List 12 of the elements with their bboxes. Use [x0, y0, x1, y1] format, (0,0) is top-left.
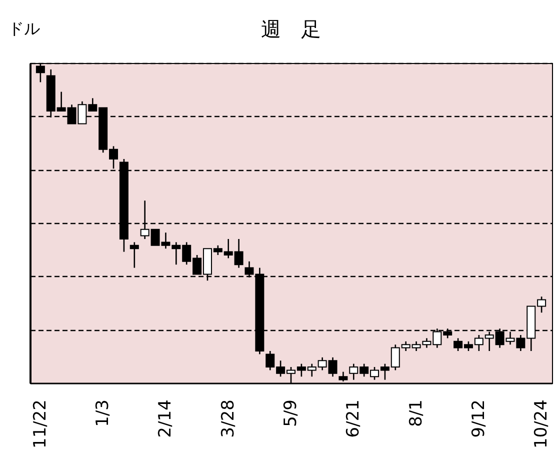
chart-title: 週 足 — [261, 17, 321, 41]
x-tick-label: 3/28 — [218, 400, 238, 438]
x-tick-label: 1/3 — [93, 400, 114, 427]
x-tick-label: 10/24 — [532, 400, 552, 448]
x-tick-label: 11/22 — [30, 400, 50, 448]
x-tick-label: 9/12 — [468, 400, 489, 438]
x-tick-label: 5/9 — [281, 400, 301, 427]
x-tick-label: 2/14 — [156, 400, 176, 438]
x-tick-label: 6/21 — [344, 400, 364, 438]
x-tick-label: 8/1 — [406, 400, 426, 427]
y-axis-title: ドル — [8, 19, 40, 38]
candlestick — [130, 242, 139, 268]
